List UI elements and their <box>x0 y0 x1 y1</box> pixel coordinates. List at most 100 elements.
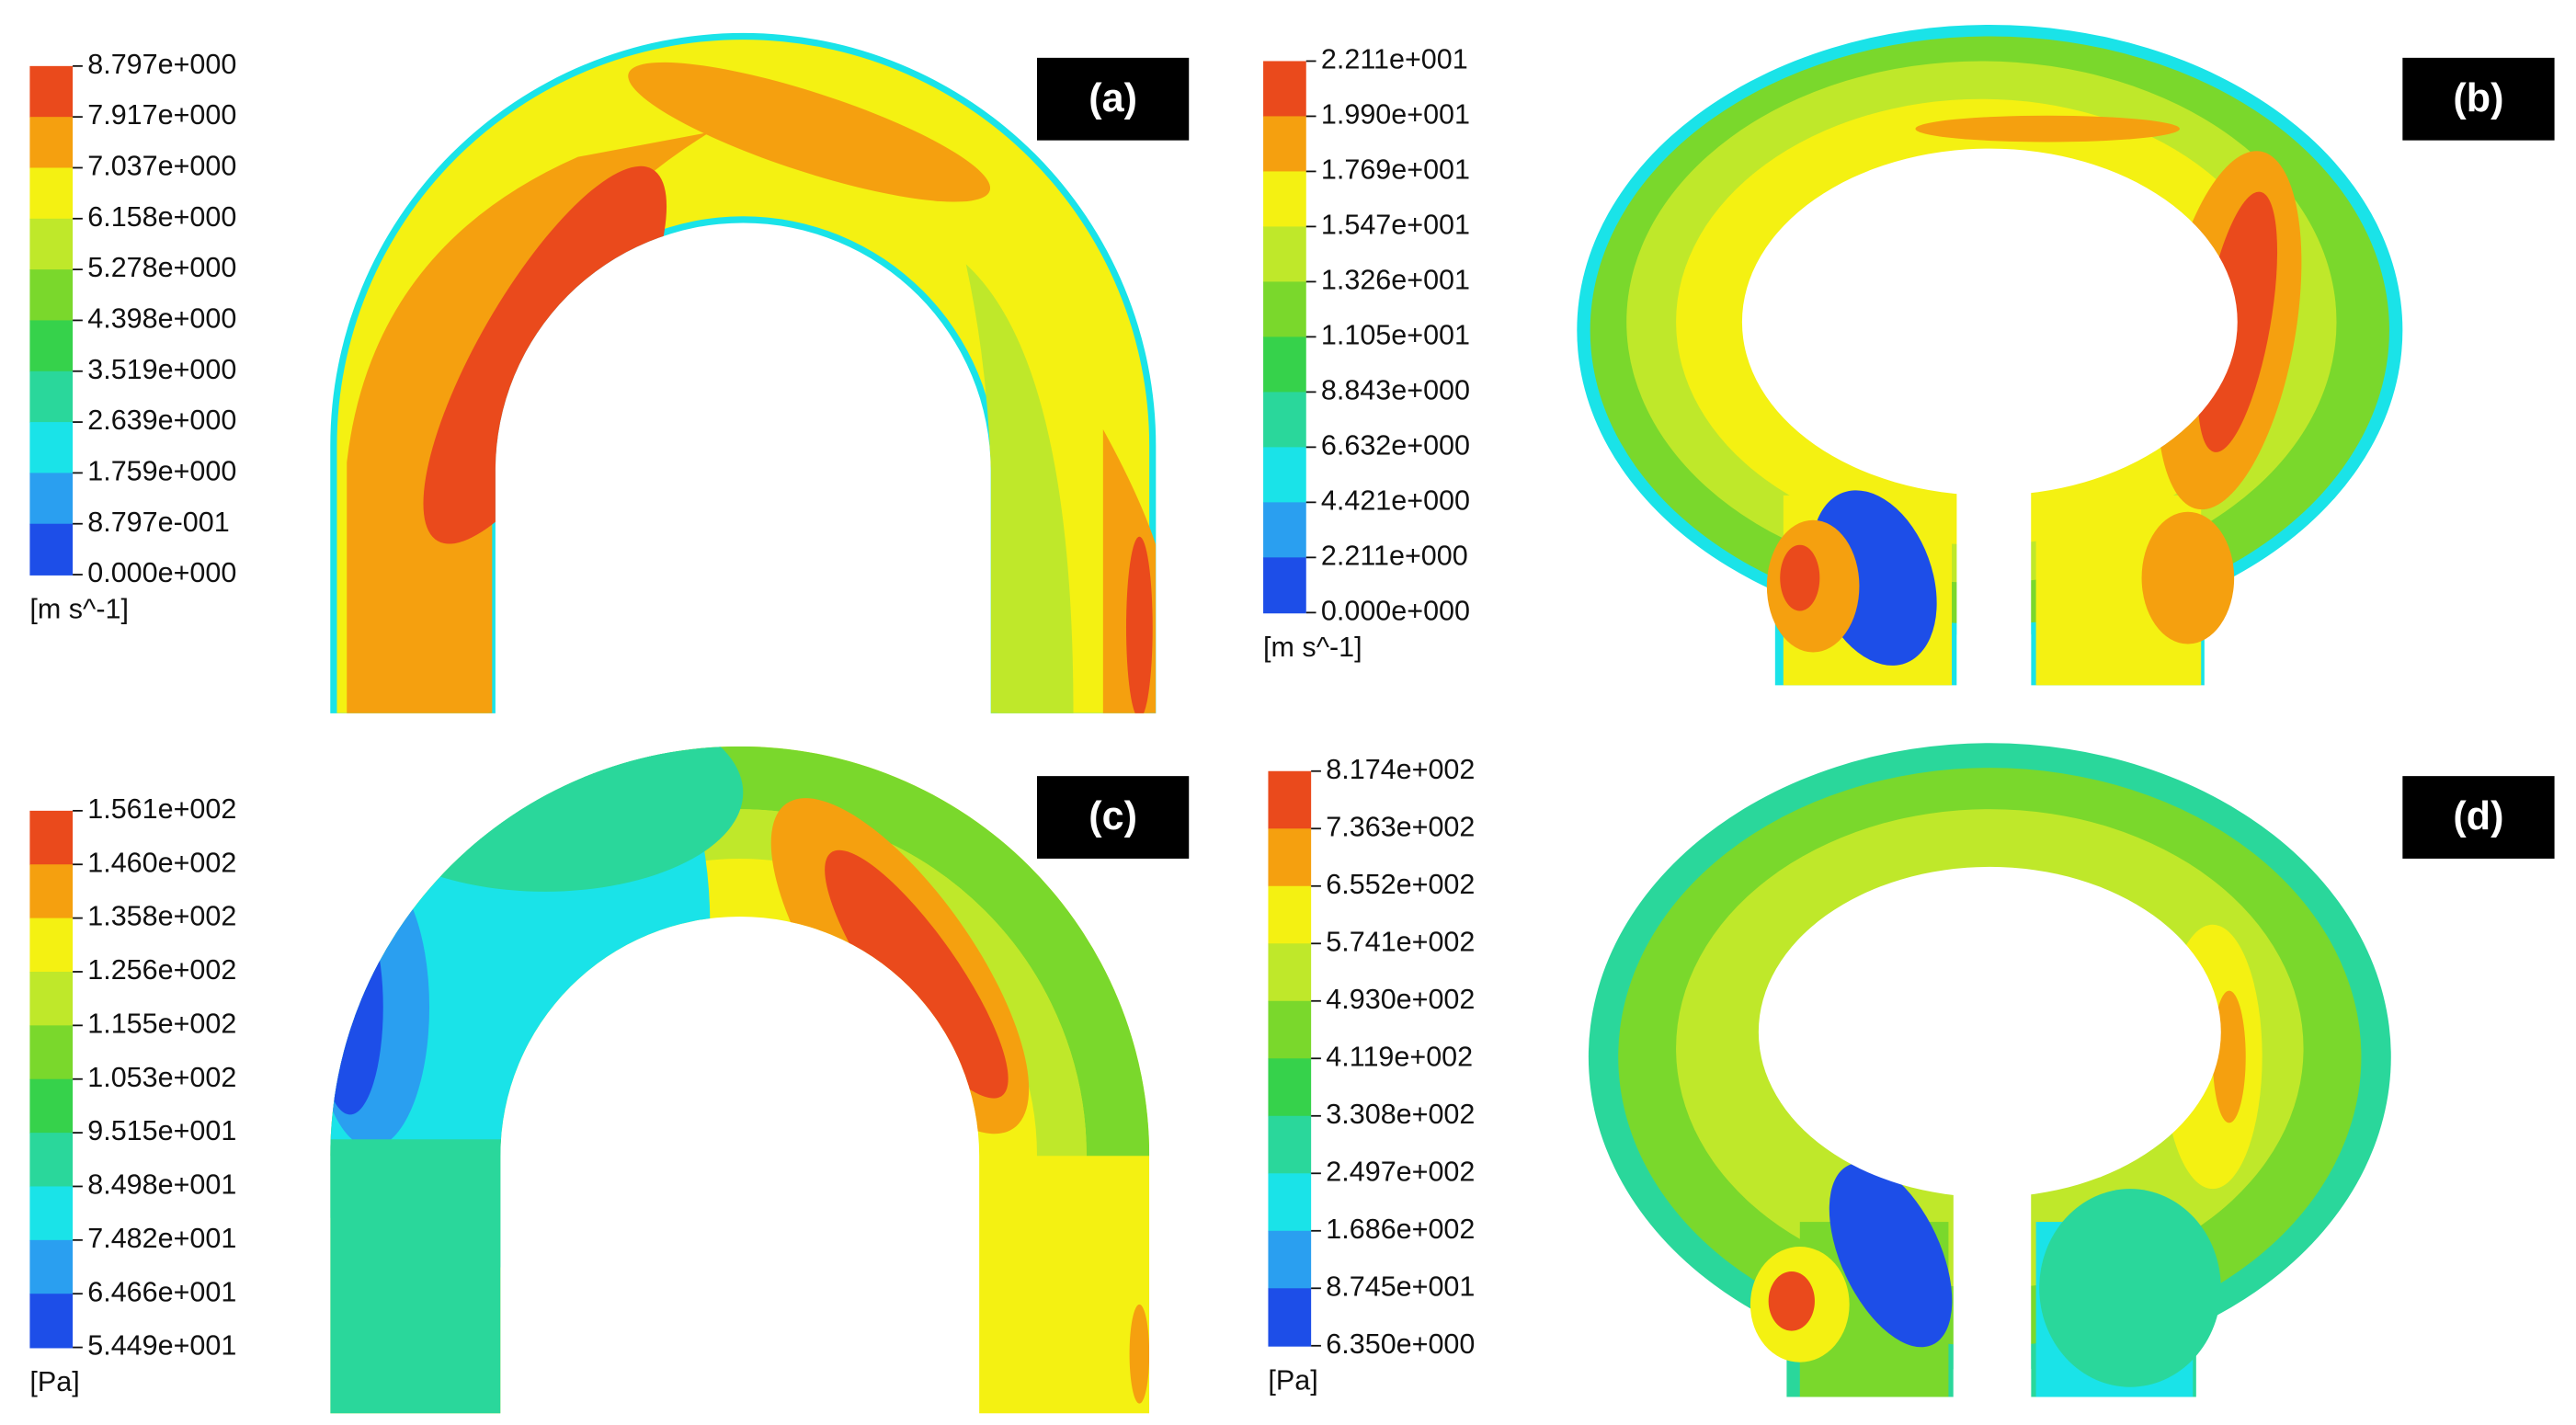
colorbar-label: 5.449e+001 <box>87 1330 236 1362</box>
colorbar-label: 6.158e+000 <box>87 201 236 233</box>
colorbar-label: 4.421e+000 <box>1321 484 1470 516</box>
panel-label: (c) <box>1089 794 1137 838</box>
colorbar-label: 4.930e+002 <box>1326 984 1475 1015</box>
colorbar-band <box>1263 502 1306 559</box>
colorbar-label: 4.119e+002 <box>1326 1041 1473 1072</box>
panel-label-box <box>2402 57 2555 141</box>
colorbar-label: 3.519e+000 <box>87 354 236 385</box>
colorbar-label: 1.990e+001 <box>1321 99 1470 131</box>
colorbar-label: 0.000e+000 <box>1321 595 1470 626</box>
contour-d <box>1588 743 2391 1412</box>
colorbar-label: 1.105e+001 <box>1321 319 1470 350</box>
colorbar-band <box>1268 885 1312 945</box>
contour-a <box>330 32 1157 713</box>
colorbar-label: 8.745e+001 <box>1326 1271 1475 1302</box>
colorbar-band <box>29 422 74 474</box>
colorbar-band <box>1263 557 1306 614</box>
colorbar-unit: [Pa] <box>29 1366 79 1397</box>
colorbar-label: 4.398e+000 <box>87 302 236 334</box>
colorbar-label: 1.561e+002 <box>87 793 236 825</box>
colorbar-label: 2.211e+000 <box>1321 540 1468 571</box>
colorbar-band <box>1263 226 1306 283</box>
colorbar-band <box>29 218 74 271</box>
contour-b <box>1577 24 2403 694</box>
colorbar-band <box>1268 1230 1312 1290</box>
colorbar-band <box>1263 116 1306 173</box>
colorbar-label: 0.000e+000 <box>87 557 236 588</box>
colorbar-band <box>1268 1173 1312 1232</box>
colorbar-band <box>1263 61 1306 118</box>
colorbar-band <box>29 918 74 973</box>
panel-label: (b) <box>2453 76 2503 120</box>
colorbar-label: 6.632e+000 <box>1321 429 1470 461</box>
panel-label-box <box>2402 776 2555 859</box>
colorbar-band <box>29 810 74 866</box>
colorbar-label: 8.797e-001 <box>87 507 229 538</box>
colorbar-band <box>29 1186 74 1241</box>
colorbar-band <box>1268 1000 1312 1060</box>
colorbar-label: 1.256e+002 <box>87 954 236 986</box>
panel-label-box <box>1036 776 1190 859</box>
colorbar-band <box>29 523 74 576</box>
panel-label: (d) <box>2453 794 2503 838</box>
colorbar-label: 1.326e+001 <box>1321 264 1470 295</box>
colorbar-label: 2.639e+000 <box>87 405 236 436</box>
colorbar-label: 1.547e+001 <box>1321 209 1470 240</box>
colorbar-label: 7.037e+000 <box>87 151 236 182</box>
colorbar-band <box>29 473 74 525</box>
colorbar-label: 5.741e+002 <box>1326 926 1475 957</box>
colorbar-label: 6.350e+000 <box>1326 1328 1475 1360</box>
colorbar-band <box>1268 1115 1312 1175</box>
colorbar-label: 1.759e+000 <box>87 455 236 486</box>
colorbar-band <box>29 971 74 1027</box>
colorbar-band <box>1263 281 1306 338</box>
colorbar-band <box>29 167 74 220</box>
colorbar-label: 8.843e+000 <box>1321 374 1470 405</box>
colorbar-band <box>29 65 74 119</box>
colorbar-unit: [m s^-1] <box>29 594 129 625</box>
colorbar-band <box>1268 1288 1312 1347</box>
colorbar-band <box>1268 943 1312 1002</box>
colorbar-band <box>1268 1058 1312 1117</box>
colorbar-band <box>1268 770 1312 830</box>
colorbar-label: 8.498e+001 <box>87 1169 236 1201</box>
colorbar-label: 1.358e+002 <box>87 901 236 932</box>
colorbar-label: 7.917e+000 <box>87 99 236 131</box>
colorbar-label: 1.460e+002 <box>87 847 236 878</box>
colorbar-band <box>29 1239 74 1295</box>
colorbar-label: 6.466e+001 <box>87 1276 236 1307</box>
colorbar-band <box>29 1025 74 1080</box>
colorbar-label: 6.552e+002 <box>1326 869 1475 900</box>
colorbar-band <box>1263 392 1306 449</box>
colorbar-label: 7.482e+001 <box>87 1223 236 1254</box>
colorbar-unit: [Pa] <box>1268 1364 1317 1396</box>
colorbar-label: 1.053e+002 <box>87 1062 236 1093</box>
panel-label-box <box>1036 57 1190 141</box>
colorbar-band <box>29 1078 74 1134</box>
colorbar-label: 1.155e+002 <box>87 1008 236 1039</box>
colorbar-band <box>29 864 74 919</box>
colorbar-band <box>1268 828 1312 887</box>
colorbar-band <box>29 370 74 423</box>
colorbar-band <box>29 1133 74 1188</box>
colorbar-label: 9.515e+001 <box>87 1115 236 1146</box>
colorbar-label: 1.686e+002 <box>1326 1214 1475 1245</box>
colorbar-band <box>29 117 74 169</box>
colorbar-label: 8.797e+000 <box>87 49 236 80</box>
colorbar-label: 2.211e+001 <box>1321 44 1468 75</box>
colorbar-label: 8.174e+002 <box>1326 754 1475 785</box>
colorbar-label: 7.363e+002 <box>1326 811 1475 842</box>
colorbar-unit: [m s^-1] <box>1263 632 1362 663</box>
colorbar-label: 3.308e+002 <box>1326 1099 1475 1130</box>
colorbar-label: 5.278e+000 <box>87 252 236 283</box>
colorbar-band <box>29 269 74 322</box>
colorbar-band <box>1263 447 1306 504</box>
colorbar-band <box>29 1294 74 1349</box>
colorbar-band <box>29 320 74 372</box>
colorbar-label: 2.497e+002 <box>1326 1156 1475 1187</box>
colorbar-band <box>1263 171 1306 228</box>
panel-label: (a) <box>1089 76 1137 120</box>
colorbar-band <box>1263 336 1306 393</box>
colorbar-label: 1.769e+001 <box>1321 154 1470 185</box>
